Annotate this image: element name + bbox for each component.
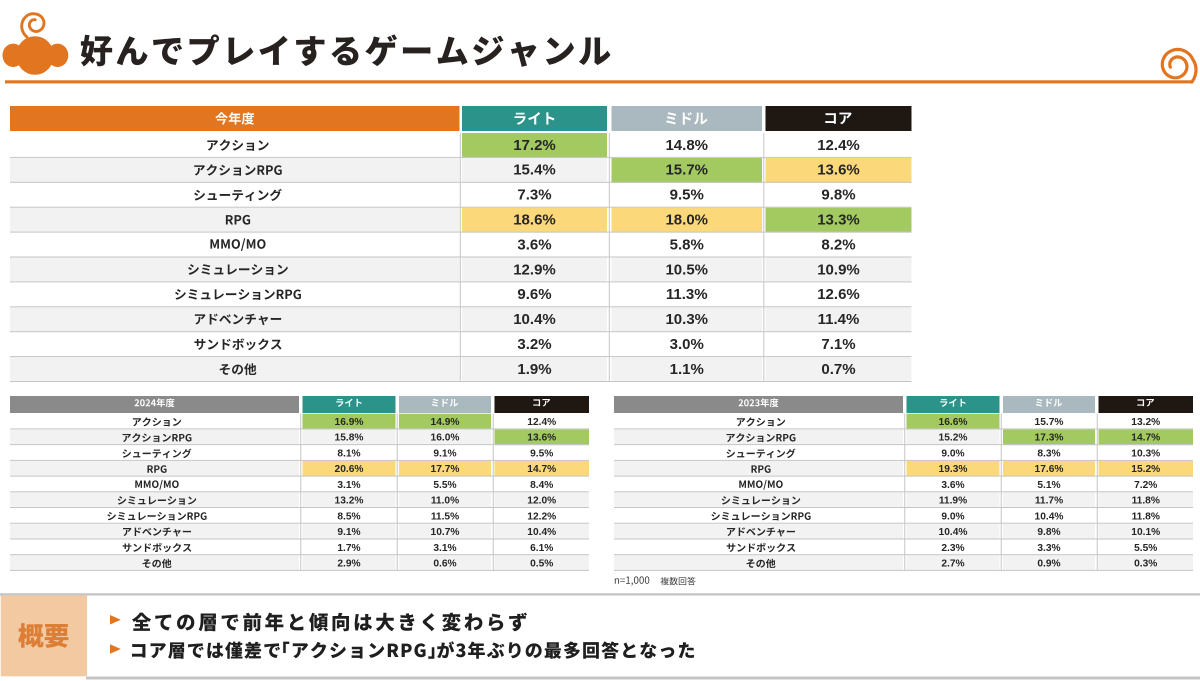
svg-text:12.6%: 12.6% — [817, 286, 860, 303]
svg-text:1.9%: 1.9% — [517, 361, 551, 378]
svg-text:11.0%: 11.0% — [431, 496, 459, 507]
svg-text:13.2%: 13.2% — [1131, 417, 1160, 428]
svg-text:17.7%: 17.7% — [431, 464, 460, 475]
svg-text:1.1%: 1.1% — [670, 361, 704, 378]
svg-text:17.2%: 17.2% — [513, 137, 556, 154]
svg-text:10.4%: 10.4% — [513, 311, 556, 328]
svg-text:13.2%: 13.2% — [335, 496, 364, 507]
svg-text:0.3%: 0.3% — [1134, 559, 1157, 570]
svg-text:9.8%: 9.8% — [821, 187, 855, 204]
svg-text:7.1%: 7.1% — [821, 336, 855, 353]
svg-text:0.6%: 0.6% — [433, 559, 456, 570]
svg-text:5.5%: 5.5% — [1134, 543, 1157, 554]
svg-text:7.3%: 7.3% — [517, 187, 551, 204]
svg-text:11.8%: 11.8% — [1132, 511, 1160, 522]
svg-text:12.4%: 12.4% — [527, 417, 556, 428]
svg-text:10.5%: 10.5% — [665, 261, 708, 278]
svg-text:3.6%: 3.6% — [941, 480, 964, 491]
svg-text:19.3%: 19.3% — [939, 464, 968, 475]
svg-text:15.7%: 15.7% — [665, 162, 708, 179]
svg-text:2.7%: 2.7% — [941, 559, 964, 570]
svg-text:13.6%: 13.6% — [817, 162, 860, 179]
svg-text:10.4%: 10.4% — [527, 527, 556, 538]
svg-text:9.5%: 9.5% — [530, 448, 553, 459]
svg-text:3.0%: 3.0% — [670, 336, 704, 353]
svg-text:2.3%: 2.3% — [941, 543, 964, 554]
svg-text:12.9%: 12.9% — [513, 261, 556, 278]
svg-text:8.5%: 8.5% — [337, 511, 360, 522]
svg-text:3.2%: 3.2% — [517, 336, 551, 353]
svg-text:5.1%: 5.1% — [1037, 480, 1060, 491]
svg-text:12.2%: 12.2% — [527, 511, 556, 522]
svg-text:1.7%: 1.7% — [337, 543, 360, 554]
svg-text:10.1%: 10.1% — [1131, 527, 1160, 538]
svg-text:8.3%: 8.3% — [1037, 448, 1060, 459]
svg-text:18.0%: 18.0% — [665, 212, 708, 229]
svg-text:3.1%: 3.1% — [337, 480, 360, 491]
svg-text:17.3%: 17.3% — [1035, 433, 1064, 444]
svg-text:2.9%: 2.9% — [337, 559, 360, 570]
svg-text:18.6%: 18.6% — [513, 212, 556, 229]
svg-text:9.8%: 9.8% — [1037, 527, 1060, 538]
svg-text:7.2%: 7.2% — [1134, 480, 1157, 491]
svg-text:11.9%: 11.9% — [939, 496, 967, 507]
svg-text:10.3%: 10.3% — [1131, 448, 1160, 459]
svg-text:16.0%: 16.0% — [431, 433, 460, 444]
svg-text:20.6%: 20.6% — [335, 464, 364, 475]
svg-text:10.7%: 10.7% — [431, 527, 460, 538]
svg-text:8.1%: 8.1% — [337, 448, 360, 459]
svg-text:9.0%: 9.0% — [941, 448, 964, 459]
svg-text:0.9%: 0.9% — [1037, 559, 1060, 570]
svg-text:14.7%: 14.7% — [1131, 433, 1160, 444]
svg-text:3.1%: 3.1% — [433, 543, 456, 554]
svg-text:10.4%: 10.4% — [1035, 511, 1064, 522]
svg-text:14.8%: 14.8% — [665, 137, 708, 154]
svg-text:11.3%: 11.3% — [666, 286, 708, 303]
svg-text:17.6%: 17.6% — [1035, 464, 1064, 475]
svg-text:9.0%: 9.0% — [941, 511, 964, 522]
svg-text:15.7%: 15.7% — [1035, 417, 1064, 428]
svg-text:16.9%: 16.9% — [335, 417, 364, 428]
svg-text:9.6%: 9.6% — [517, 286, 551, 303]
svg-text:15.4%: 15.4% — [513, 162, 556, 179]
svg-text:12.0%: 12.0% — [527, 496, 556, 507]
svg-text:5.8%: 5.8% — [670, 236, 704, 253]
svg-text:3.6%: 3.6% — [517, 236, 551, 253]
svg-text:15.2%: 15.2% — [1131, 464, 1160, 475]
svg-text:3.3%: 3.3% — [1037, 543, 1060, 554]
svg-text:8.2%: 8.2% — [821, 236, 855, 253]
svg-text:0.7%: 0.7% — [821, 361, 855, 378]
svg-text:15.2%: 15.2% — [939, 433, 968, 444]
svg-text:11.7%: 11.7% — [1035, 496, 1063, 507]
svg-text:0.5%: 0.5% — [530, 559, 553, 570]
svg-text:13.6%: 13.6% — [527, 433, 556, 444]
svg-text:9.1%: 9.1% — [433, 448, 456, 459]
svg-text:11.8%: 11.8% — [1132, 496, 1160, 507]
svg-text:10.9%: 10.9% — [817, 261, 860, 278]
svg-text:9.5%: 9.5% — [670, 187, 704, 204]
svg-text:9.1%: 9.1% — [337, 527, 360, 538]
svg-text:11.4%: 11.4% — [818, 311, 860, 328]
svg-text:14.7%: 14.7% — [527, 464, 556, 475]
svg-text:13.3%: 13.3% — [817, 212, 860, 229]
svg-text:16.6%: 16.6% — [939, 417, 968, 428]
svg-text:10.3%: 10.3% — [665, 311, 708, 328]
svg-text:8.4%: 8.4% — [530, 480, 553, 491]
svg-text:14.9%: 14.9% — [431, 417, 460, 428]
svg-text:15.8%: 15.8% — [335, 433, 364, 444]
svg-text:12.4%: 12.4% — [817, 137, 860, 154]
svg-text:11.5%: 11.5% — [431, 511, 459, 522]
svg-text:10.4%: 10.4% — [939, 527, 968, 538]
svg-text:5.5%: 5.5% — [433, 480, 456, 491]
svg-text:6.1%: 6.1% — [530, 543, 553, 554]
